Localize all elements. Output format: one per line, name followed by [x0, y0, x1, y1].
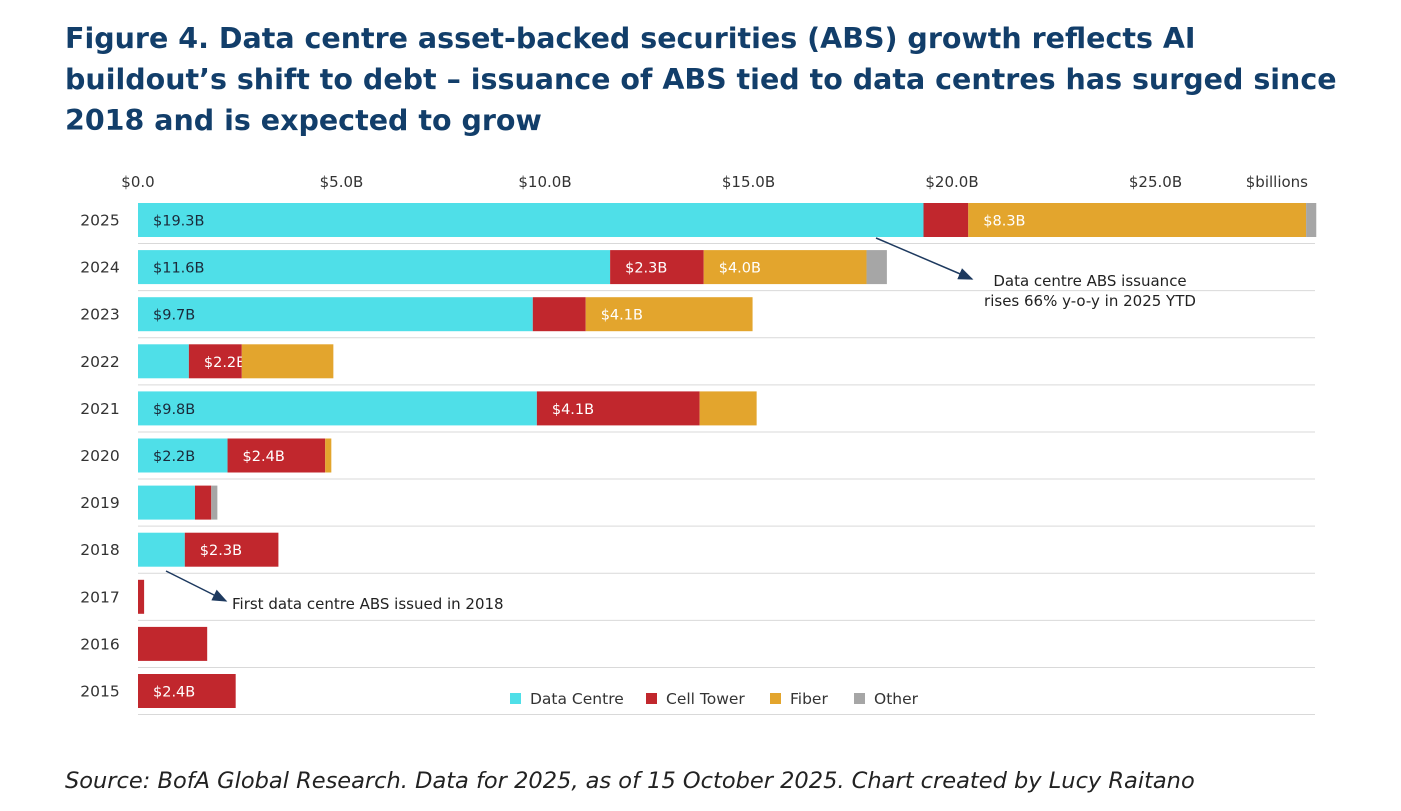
bar-segment-cell-tower — [610, 250, 704, 285]
bar-segment-other — [1306, 203, 1317, 237]
legend-label: Data Centre — [530, 690, 624, 708]
annotation-text: First data centre ABS issued in 2018 — [232, 595, 504, 613]
bar-value-label: $2.3B — [625, 261, 667, 277]
bar-segment-fiber — [585, 297, 753, 332]
bar-value-label: $9.8B — [153, 402, 195, 418]
annotation-text: Data centre ABS issuance — [993, 272, 1186, 290]
bar-segment-cell-tower — [194, 485, 212, 520]
year-label: 2023 — [80, 306, 119, 324]
x-tick-label: $0.0 — [121, 173, 154, 191]
bar-segment-cell-tower — [184, 532, 279, 567]
bar-segment-cell-tower — [138, 579, 145, 614]
bar-value-label: $2.4B — [153, 685, 195, 701]
legend-label: Cell Tower — [666, 690, 745, 708]
year-label: 2015 — [80, 683, 119, 701]
legend-label: Other — [874, 690, 919, 708]
bar-segment-cell-tower — [532, 297, 586, 332]
bar-segment-other — [866, 250, 887, 285]
bar-segment-data-centre — [138, 485, 195, 520]
bar-value-label: $2.4B — [243, 449, 285, 465]
x-tick-label: $25.0B — [1129, 173, 1182, 191]
row-separators — [138, 243, 1315, 716]
bar-value-label: $19.3B — [153, 214, 204, 230]
bar-segment-cell-tower — [536, 391, 700, 426]
annotation-text: rises 66% y-o-y in 2025 YTD — [984, 292, 1196, 310]
bar-value-label: $2.2B — [153, 449, 195, 465]
source-note: Source: BofA Global Research. Data for 2… — [65, 768, 1195, 794]
bar-value-label: $2.2B — [204, 355, 246, 371]
bar-segment-cell-tower — [188, 344, 242, 379]
year-label: 2025 — [80, 212, 119, 230]
bar-segment-fiber — [699, 391, 757, 426]
abs-stacked-bar-chart: $0.0 $5.0B $10.0B $15.0B $20.0B $25.0B $billi… — [80, 173, 1317, 716]
year-label: 2019 — [80, 494, 119, 512]
legend: Data Centre Cell Tower Fiber Other — [510, 690, 919, 708]
year-label: 2021 — [80, 400, 119, 418]
bar-segment-fiber — [703, 250, 867, 285]
legend-label: Fiber — [790, 690, 828, 708]
bar-segment-data-centre — [138, 391, 537, 426]
year-label: 2022 — [80, 353, 119, 371]
annotation-arrow — [165, 570, 228, 602]
year-label: 2020 — [80, 447, 119, 465]
bar-segment-data-centre — [138, 532, 185, 567]
x-tick-label: $20.0B — [925, 173, 978, 191]
bar-segment-data-centre — [138, 297, 533, 332]
bar-segment-fiber — [241, 344, 334, 379]
bar-segment-data-centre — [138, 438, 228, 473]
bar-value-label: $8.3B — [983, 214, 1025, 230]
legend-swatch-cell-tower — [646, 693, 657, 704]
bar-stack-group: $19.3B $8.3B $11.6B $2.3B $4.0B $9.7B $4.1B $2.… — [138, 203, 1317, 708]
figure-title: Figure 4. Data centre asset-backed secur… — [65, 22, 1337, 137]
x-tick-label: $15.0B — [722, 173, 775, 191]
bar-segment-fiber — [325, 438, 332, 473]
annotations: Data centre ABS issuance rises 66% y-o-y … — [165, 237, 1196, 613]
bar-segment-cell-tower — [138, 626, 208, 661]
bar-value-label: $4.1B — [601, 308, 643, 324]
annotation-arrow — [875, 237, 974, 280]
y-axis-year-labels: 2025 2024 2023 2022 2021 2020 2019 2018 2017 2016… — [80, 212, 119, 701]
year-label: 2016 — [80, 635, 119, 653]
x-tick-label: $5.0B — [320, 173, 364, 191]
year-label: 2018 — [80, 541, 119, 559]
bar-value-label: $4.1B — [552, 402, 594, 418]
year-label: 2017 — [80, 588, 119, 606]
bar-value-label: $9.7B — [153, 308, 195, 324]
bar-segment-other — [211, 485, 218, 520]
bar-segment-data-centre — [138, 344, 189, 379]
bar-segment-fiber — [968, 203, 1307, 237]
bar-segment-cell-tower — [138, 674, 236, 708]
bar-segment-data-centre — [138, 250, 611, 285]
bar-segment-cell-tower — [923, 203, 969, 237]
year-label: 2024 — [80, 259, 119, 277]
bar-value-label: $2.3B — [200, 543, 242, 559]
x-tick-label: $10.0B — [518, 173, 571, 191]
x-axis-ticks: $0.0 $5.0B $10.0B $15.0B $20.0B $25.0B — [121, 173, 1182, 191]
legend-swatch-other — [854, 693, 865, 704]
bar-segment-cell-tower — [227, 438, 326, 473]
unit-label: $billions — [1246, 173, 1308, 191]
legend-swatch-fiber — [770, 693, 781, 704]
legend-swatch-data-centre — [510, 693, 521, 704]
bar-segment-data-centre — [138, 203, 924, 237]
bar-value-label: $4.0B — [719, 261, 761, 277]
bar-value-label: $11.6B — [153, 261, 204, 277]
